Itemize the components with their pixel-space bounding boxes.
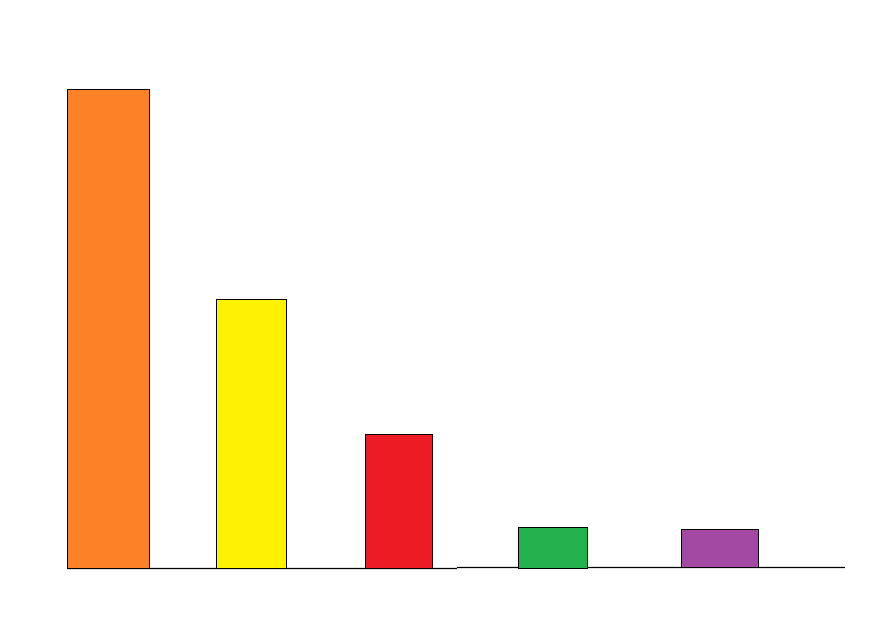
bar-3 [365,434,433,569]
bar-5 [681,529,759,568]
bar-2 [216,299,287,569]
bar-1 [67,89,150,569]
bar-4 [518,527,588,569]
